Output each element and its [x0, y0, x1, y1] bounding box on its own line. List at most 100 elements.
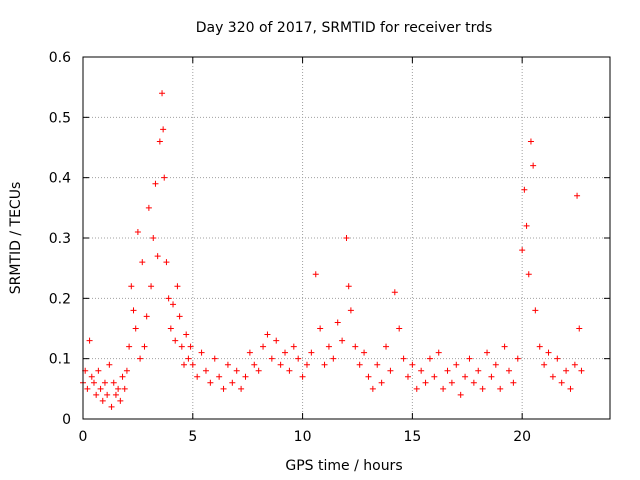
y-tick-label: 0.2 — [49, 291, 71, 307]
x-axis-label: GPS time / hours — [285, 458, 402, 474]
data-point — [444, 367, 451, 374]
data-point — [112, 391, 119, 398]
data-point — [523, 222, 530, 229]
data-point — [163, 259, 170, 266]
data-point — [251, 361, 258, 368]
data-point — [220, 385, 227, 392]
data-point — [211, 355, 218, 362]
data-point — [356, 361, 363, 368]
data-point — [317, 325, 324, 332]
data-point — [347, 307, 354, 314]
data-point — [202, 367, 209, 374]
data-point — [126, 343, 133, 350]
data-point — [330, 355, 337, 362]
data-point — [159, 90, 166, 97]
data-point — [198, 349, 205, 356]
data-point — [108, 403, 115, 410]
data-point — [150, 235, 157, 241]
data-point — [343, 235, 350, 241]
y-tick-label: 0.3 — [49, 231, 71, 247]
data-point — [321, 361, 328, 368]
data-point — [255, 367, 262, 374]
data-point — [268, 355, 275, 362]
data-point — [160, 126, 167, 133]
data-point — [574, 192, 581, 199]
data-point — [84, 385, 91, 392]
data-point — [558, 379, 565, 386]
data-point — [334, 319, 341, 326]
x-tick-label: 15 — [403, 429, 421, 445]
data-point — [139, 259, 146, 266]
x-tick-label: 0 — [79, 429, 88, 445]
data-point — [137, 355, 144, 362]
data-point — [431, 373, 438, 380]
data-point — [170, 301, 177, 308]
data-point — [152, 180, 159, 187]
data-point — [165, 295, 172, 302]
plot-area — [82, 56, 611, 420]
data-point — [174, 283, 181, 290]
data-point — [549, 373, 556, 380]
data-point — [567, 385, 574, 392]
data-point — [527, 138, 534, 145]
data-point — [161, 174, 168, 181]
data-point — [514, 355, 521, 362]
data-point — [189, 361, 196, 368]
data-point — [246, 349, 253, 356]
data-point — [409, 361, 416, 368]
data-point — [435, 349, 442, 356]
data-point — [378, 379, 385, 386]
data-point — [183, 331, 190, 338]
data-point — [207, 379, 214, 386]
data-point — [400, 355, 407, 362]
data-point — [488, 373, 495, 380]
data-point — [374, 361, 381, 368]
data-point — [312, 271, 319, 278]
x-tick-labels: 0 5 10 15 20 — [79, 429, 532, 445]
data-point — [453, 361, 460, 368]
data-point — [571, 361, 578, 368]
data-point — [123, 367, 130, 374]
data-point — [95, 367, 102, 374]
x-tick-label: 20 — [513, 429, 531, 445]
data-point — [93, 391, 100, 398]
data-point — [422, 379, 429, 386]
data-point — [286, 367, 293, 374]
data-point — [290, 343, 297, 350]
data-point — [532, 307, 539, 314]
data-point — [383, 343, 390, 350]
data-point — [106, 361, 113, 368]
data-point — [104, 391, 111, 398]
data-point — [86, 337, 93, 344]
y-tick-label: 0.4 — [49, 171, 71, 187]
data-point — [233, 367, 240, 374]
data-point — [303, 361, 310, 368]
data-point — [530, 162, 537, 169]
x-tick-label: 10 — [294, 429, 312, 445]
data-point — [264, 331, 271, 338]
data-point — [308, 349, 315, 356]
data-point — [525, 271, 532, 278]
data-point — [99, 397, 106, 404]
data-point — [505, 367, 512, 374]
data-point — [224, 361, 231, 368]
data-point — [440, 385, 447, 392]
y-tick-label: 0.6 — [49, 50, 71, 66]
data-point — [466, 355, 473, 362]
data-point — [148, 283, 155, 290]
data-point — [492, 361, 499, 368]
data-point — [387, 367, 394, 374]
data-point — [119, 373, 126, 380]
data-point — [117, 397, 124, 404]
data-point — [404, 373, 411, 380]
data-point — [176, 313, 183, 320]
data-point — [242, 373, 249, 380]
data-point — [470, 379, 477, 386]
chart-title: Day 320 of 2017, SRMTID for receiver trd… — [196, 20, 493, 36]
data-point — [369, 385, 376, 392]
data-point — [154, 253, 161, 260]
data-point — [141, 343, 148, 350]
data-point — [238, 385, 245, 392]
data-point — [426, 355, 433, 362]
data-point — [128, 283, 135, 290]
